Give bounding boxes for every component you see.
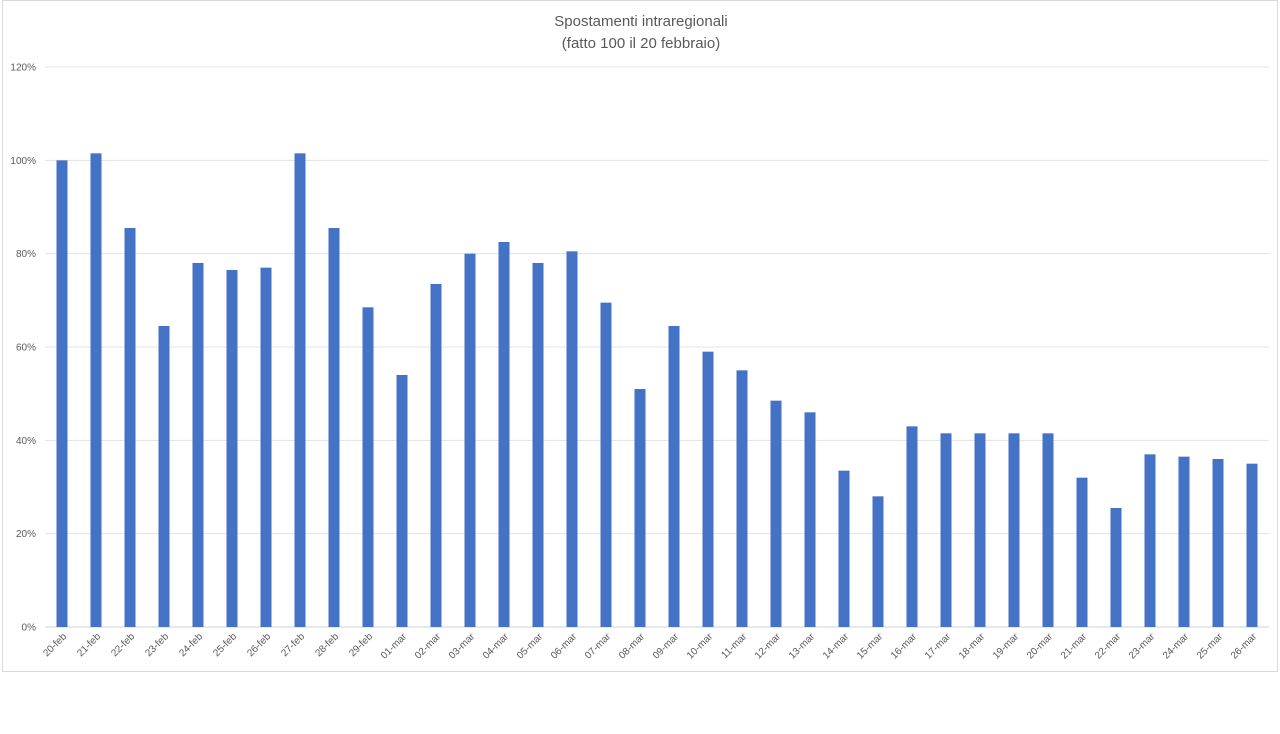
bar-02-mar bbox=[430, 284, 442, 627]
chart-frame: Spostamenti intraregionali (fatto 100 il… bbox=[2, 0, 1278, 672]
bar-chart: Spostamenti intraregionali (fatto 100 il… bbox=[10, 13, 1269, 662]
x-tick-label: 29-feb bbox=[347, 631, 375, 659]
bar-12-mar bbox=[770, 400, 782, 627]
bar-16-mar bbox=[906, 426, 918, 627]
bar-03-mar bbox=[464, 253, 476, 627]
y-axis-ticks: 0% 20% 40% 60% 80% 100% 120% bbox=[10, 63, 36, 634]
bar-21-feb bbox=[90, 153, 102, 628]
chart-title: Spostamenti intraregionali bbox=[554, 13, 727, 30]
x-tick-label: 04-mar bbox=[481, 631, 512, 662]
bar-21-mar bbox=[1076, 477, 1088, 627]
x-tick-label: 23-feb bbox=[143, 631, 171, 659]
y-tick-label: 60% bbox=[16, 343, 36, 354]
gridlines bbox=[45, 66, 1269, 628]
bar-25-feb bbox=[226, 270, 238, 627]
y-tick-label: 0% bbox=[22, 623, 37, 634]
bar-23-mar bbox=[1144, 454, 1156, 627]
x-tick-label: 11-mar bbox=[719, 631, 749, 661]
x-tick-label: 24-feb bbox=[177, 631, 205, 659]
bar-23-feb bbox=[158, 326, 170, 627]
x-tick-label: 16-mar bbox=[889, 631, 920, 662]
bar-22-mar bbox=[1110, 508, 1122, 627]
x-tick-label: 14-mar bbox=[821, 631, 852, 662]
x-tick-label: 26-mar bbox=[1229, 631, 1260, 662]
chart-subtitle: (fatto 100 il 20 febbraio) bbox=[562, 35, 720, 52]
x-tick-label: 24-mar bbox=[1161, 631, 1192, 662]
bar-04-mar bbox=[498, 242, 510, 627]
bar-14-mar bbox=[838, 470, 850, 627]
bar-26-feb bbox=[260, 267, 272, 627]
bar-07-mar bbox=[600, 302, 612, 627]
x-tick-label: 09-mar bbox=[651, 631, 682, 662]
bars bbox=[56, 153, 1258, 628]
bar-18-mar bbox=[974, 433, 986, 627]
bar-25-mar bbox=[1212, 459, 1224, 627]
y-tick-label: 100% bbox=[10, 156, 36, 167]
y-tick-label: 40% bbox=[16, 436, 36, 447]
x-tick-label: 10-mar bbox=[685, 631, 716, 662]
y-tick-label: 80% bbox=[16, 249, 36, 260]
bar-05-mar bbox=[532, 263, 544, 627]
bar-09-mar bbox=[668, 326, 680, 627]
x-tick-label: 25-feb bbox=[211, 631, 239, 659]
x-tick-label: 22-feb bbox=[109, 631, 137, 659]
bar-11-mar bbox=[736, 370, 748, 627]
x-tick-label: 19-mar bbox=[991, 631, 1022, 662]
bar-24-feb bbox=[192, 263, 204, 627]
bar-20-mar bbox=[1042, 433, 1054, 627]
bar-10-mar bbox=[702, 351, 714, 627]
bar-17-mar bbox=[940, 433, 952, 627]
x-axis-ticks: 20-feb 21-feb 22-feb 23-feb 24-feb 25-feb 26-f… bbox=[41, 631, 1259, 662]
x-tick-label: 17-mar bbox=[923, 631, 954, 662]
x-tick-label: 03-mar bbox=[447, 631, 478, 662]
bar-20-feb bbox=[56, 160, 68, 628]
bar-15-mar bbox=[872, 496, 884, 627]
bar-26-mar bbox=[1246, 463, 1258, 627]
bar-19-mar bbox=[1008, 433, 1020, 627]
x-tick-label: 26-feb bbox=[245, 631, 273, 659]
x-tick-label: 18-mar bbox=[957, 631, 988, 662]
x-tick-label: 15-mar bbox=[855, 631, 886, 662]
x-tick-label: 07-mar bbox=[583, 631, 614, 662]
bar-27-feb bbox=[294, 153, 306, 628]
x-tick-label: 23-mar bbox=[1127, 631, 1158, 662]
x-tick-label: 27-feb bbox=[279, 631, 307, 659]
bar-06-mar bbox=[566, 251, 578, 628]
x-tick-label: 25-mar bbox=[1195, 631, 1226, 662]
bar-01-mar bbox=[396, 375, 408, 627]
x-tick-label: 21-feb bbox=[75, 631, 103, 659]
y-tick-label: 120% bbox=[10, 63, 36, 74]
x-tick-label: 06-mar bbox=[549, 631, 580, 662]
bar-08-mar bbox=[634, 389, 646, 627]
x-tick-label: 28-feb bbox=[313, 631, 341, 659]
x-tick-label: 01-mar bbox=[379, 631, 410, 662]
bar-24-mar bbox=[1178, 456, 1190, 627]
bar-22-feb bbox=[124, 228, 136, 627]
x-tick-label: 21-mar bbox=[1059, 631, 1090, 662]
bar-29-feb bbox=[362, 307, 374, 627]
bar-28-feb bbox=[328, 228, 340, 627]
x-tick-label: 12-mar bbox=[753, 631, 784, 662]
x-tick-label: 02-mar bbox=[413, 631, 444, 662]
bar-13-mar bbox=[804, 412, 816, 627]
x-tick-label: 20-feb bbox=[41, 631, 69, 659]
x-tick-label: 13-mar bbox=[787, 631, 818, 662]
x-tick-label: 05-mar bbox=[515, 631, 546, 662]
x-tick-label: 20-mar bbox=[1025, 631, 1056, 662]
y-tick-label: 20% bbox=[16, 529, 36, 540]
x-tick-label: 08-mar bbox=[617, 631, 648, 662]
x-tick-label: 22-mar bbox=[1093, 631, 1124, 662]
